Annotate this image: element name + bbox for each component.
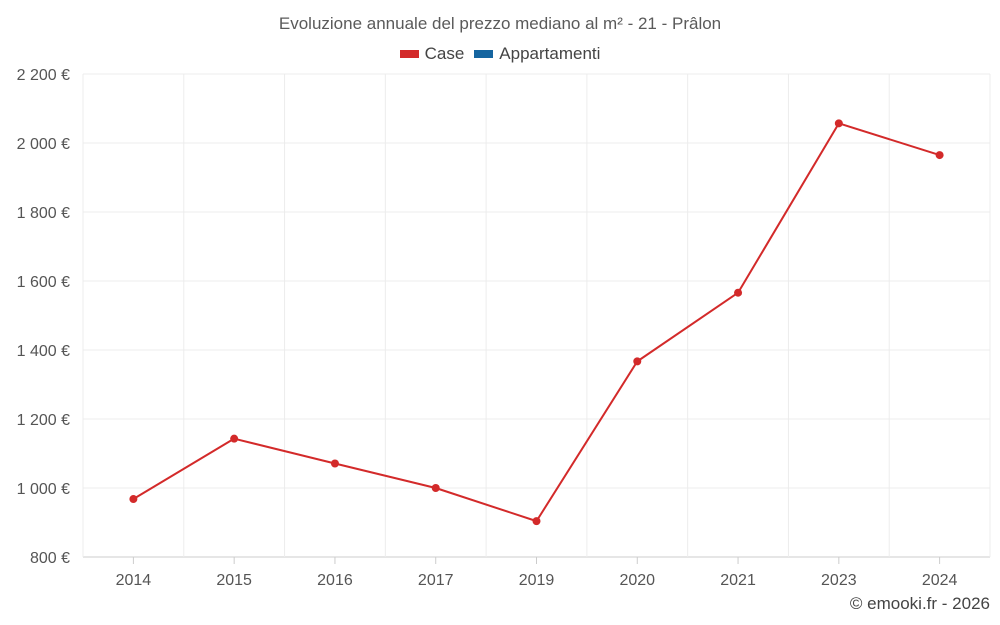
data-point xyxy=(431,484,440,492)
data-point xyxy=(734,288,743,297)
x-tick-label: 2023 xyxy=(821,572,857,589)
y-tick-label: 2 200 € xyxy=(17,67,70,84)
x-tick-label: 2024 xyxy=(922,572,958,589)
data-point xyxy=(330,459,339,468)
chart-title: Evoluzione annuale del prezzo mediano al… xyxy=(278,14,722,33)
legend-label-case: Case xyxy=(424,44,465,63)
data-point xyxy=(129,495,138,504)
x-tick-label: 2020 xyxy=(619,572,655,589)
legend-swatch-appartamenti xyxy=(474,50,494,58)
x-tick-label: 2016 xyxy=(317,572,353,589)
x-tick-label: 2017 xyxy=(418,572,454,589)
series-line-0 xyxy=(132,122,940,523)
y-tick-label: 2 000 € xyxy=(17,136,70,153)
legend-item-appartamenti[interactable]: Appartamenti xyxy=(474,44,600,64)
y-tick-label: 1 800 € xyxy=(17,205,70,222)
y-tick-label: 1 200 € xyxy=(17,412,70,429)
y-tick-label: 1 400 € xyxy=(17,343,70,360)
x-tick-label: 2015 xyxy=(216,572,252,589)
legend: Case Appartamenti xyxy=(0,44,1000,64)
data-point xyxy=(834,119,843,128)
y-tick-label: 800 € xyxy=(30,550,70,567)
y-tick-label: 1 600 € xyxy=(17,274,70,291)
data-point xyxy=(935,151,944,160)
data-point xyxy=(230,434,239,443)
legend-swatch-case xyxy=(399,50,419,58)
legend-label-appartamenti: Appartamenti xyxy=(499,44,601,63)
x-tick-label: 2019 xyxy=(519,572,555,589)
y-tick-label: 1 000 € xyxy=(17,481,70,498)
legend-item-case[interactable]: Case xyxy=(399,44,465,64)
x-tick-label: 2014 xyxy=(116,572,152,589)
data-point xyxy=(532,517,541,526)
x-tick-label: 2021 xyxy=(720,572,756,589)
data-point xyxy=(633,357,642,366)
credit-text: © emooki.fr - 2026 xyxy=(849,594,990,613)
